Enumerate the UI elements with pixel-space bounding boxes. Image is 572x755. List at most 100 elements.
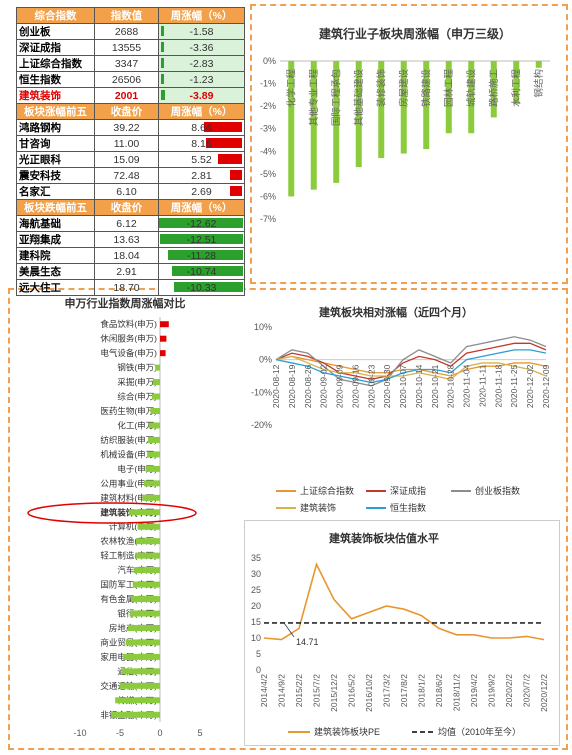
category-label: 房屋建设	[398, 69, 410, 108]
y-tick-label: -1%	[260, 79, 276, 89]
bar	[145, 465, 160, 472]
table-header-cell: 收盘价	[94, 103, 159, 120]
x-tick-label: 2019/4/2	[469, 674, 479, 707]
row-value: 26506	[94, 71, 159, 88]
table-row: 创业板 2688 -1.58	[16, 23, 245, 40]
bar	[125, 639, 160, 646]
x-tick-label: 2018/6/2	[434, 674, 444, 707]
row-value: 6.10	[94, 183, 159, 200]
row-value: 2001	[94, 87, 159, 104]
row-change-text: 2.69	[191, 185, 212, 198]
y-tick-label: -10%	[251, 387, 272, 397]
bar	[120, 682, 160, 689]
bar	[155, 364, 160, 371]
y-tick-label: -6%	[260, 191, 276, 201]
chart-title: 建筑板块相对涨幅（近四个月）	[319, 305, 473, 319]
category-label: 其他专业工程	[308, 69, 320, 127]
row-name: 亚翔集成	[16, 231, 95, 248]
category-label: 电气设备(申万)	[100, 348, 157, 358]
row-change: -3.36	[158, 39, 245, 56]
category-label: 路桥施工	[488, 69, 500, 108]
x-tick-label: 2015/12/2	[329, 674, 339, 712]
x-tick-label: 2020/12/2	[539, 674, 549, 712]
row-name: 海航基础	[16, 215, 95, 232]
change-bar	[167, 250, 243, 260]
row-change-text: 8.64	[191, 121, 212, 134]
row-change-text: -10.74	[186, 265, 217, 278]
bar	[148, 422, 160, 429]
row-change: 8.64	[158, 119, 245, 136]
x-tick-label: 2017/8/2	[399, 674, 409, 707]
series-line	[263, 562, 545, 641]
bar	[129, 610, 160, 617]
bottom-panel	[8, 288, 568, 750]
row-change: -12.51	[158, 231, 245, 248]
x-tick-label: 2020-09-16	[350, 364, 360, 408]
category-label: 农林牧渔(申万)	[100, 536, 157, 546]
bar	[400, 61, 407, 154]
change-bar	[230, 186, 242, 196]
category-label: 纺织服装(申万)	[100, 435, 157, 445]
chart-title: 建筑装饰板块估值水平	[329, 531, 439, 545]
x-tick-label: 2020-08-26	[303, 364, 313, 408]
change-bar	[161, 26, 164, 36]
table-row: 鸿路钢构 39.22 8.64	[16, 119, 245, 136]
row-change-text: -2.83	[189, 57, 214, 70]
x-tick-label: 0	[157, 728, 162, 738]
x-tick-label: 2020-09-23	[366, 364, 376, 408]
bar	[121, 668, 160, 675]
category-label: 电子(申万)	[117, 464, 157, 474]
table-header-row: 板块涨幅前五 收盘价 周涨幅（%）	[16, 103, 245, 120]
series-line	[275, 355, 547, 380]
bar	[135, 552, 160, 559]
y-tick-label: 10%	[254, 322, 272, 332]
x-tick-label: 2014/9/2	[277, 674, 287, 707]
change-bar	[204, 122, 242, 132]
category-label: 食品饮料(申万)	[100, 319, 157, 329]
row-name: 美晨生态	[16, 263, 95, 280]
row-change-text: 5.52	[191, 153, 212, 166]
bar	[513, 61, 520, 104]
series-line	[275, 349, 547, 384]
y-tick-label: -20%	[251, 420, 272, 430]
x-tick-label: 2020-11-18	[493, 364, 503, 407]
x-tick-label: 2020/2/2	[504, 674, 514, 707]
row-name: 创业板	[16, 23, 95, 40]
row-change: 5.52	[158, 151, 245, 168]
row-name: 建科院	[16, 247, 95, 264]
table-row: 上证综合指数 3347 -2.83	[16, 55, 245, 72]
x-tick-label: 2020-12-09	[541, 364, 551, 408]
row-name: 深证成指	[16, 39, 95, 56]
category-label: 国际工程承包	[330, 69, 342, 127]
row-name: 名家汇	[16, 183, 95, 200]
row-name: 上证综合指数	[16, 55, 95, 72]
y-tick-label: 5	[256, 649, 261, 659]
y-tick-label: -3%	[260, 124, 276, 134]
bar	[150, 408, 160, 415]
y-tick-label: -7%	[260, 214, 276, 224]
chart-title: 建筑行业子板块周涨幅（申万三级）	[318, 26, 511, 41]
row-change-text: -3.89	[189, 89, 214, 102]
change-bar	[161, 58, 164, 68]
bar	[123, 653, 160, 660]
row-value: 2.91	[94, 263, 159, 280]
bar	[111, 711, 160, 718]
category-label: 化工(申万)	[117, 420, 157, 430]
sw-industry-compare-chart: 申万行业指数周涨幅对比 食品饮料(申万) 休闲服务(申万) 电气设备(申万) 钢铁(申…	[65, 296, 203, 738]
legend-label: 上证综合指数	[300, 485, 354, 496]
series-line	[275, 336, 547, 387]
category-label: 园林工程	[443, 69, 455, 108]
category-label: 钢结构	[533, 69, 545, 98]
table-row: 远大住工 18.70 -10.33	[16, 279, 245, 296]
change-bar	[206, 138, 242, 148]
table-row: 深证成指 13555 -3.36	[16, 39, 245, 56]
row-change: -3.89	[158, 87, 245, 104]
category-label: 国防军工(申万)	[100, 580, 157, 590]
table-header-row: 综合指数 指数值 周涨幅（%）	[16, 7, 245, 24]
category-label: 机械设备(申万)	[100, 449, 157, 459]
x-tick-label: 2018/11/2	[452, 674, 462, 711]
row-change-text: -3.36	[189, 41, 214, 54]
x-tick-label: 2020-09-02	[319, 364, 329, 408]
bar	[423, 61, 430, 150]
y-tick-label: 0%	[259, 355, 272, 365]
